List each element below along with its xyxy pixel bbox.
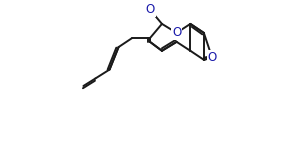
- Text: O: O: [207, 51, 217, 64]
- Text: O: O: [145, 3, 155, 16]
- Text: O: O: [172, 26, 181, 39]
